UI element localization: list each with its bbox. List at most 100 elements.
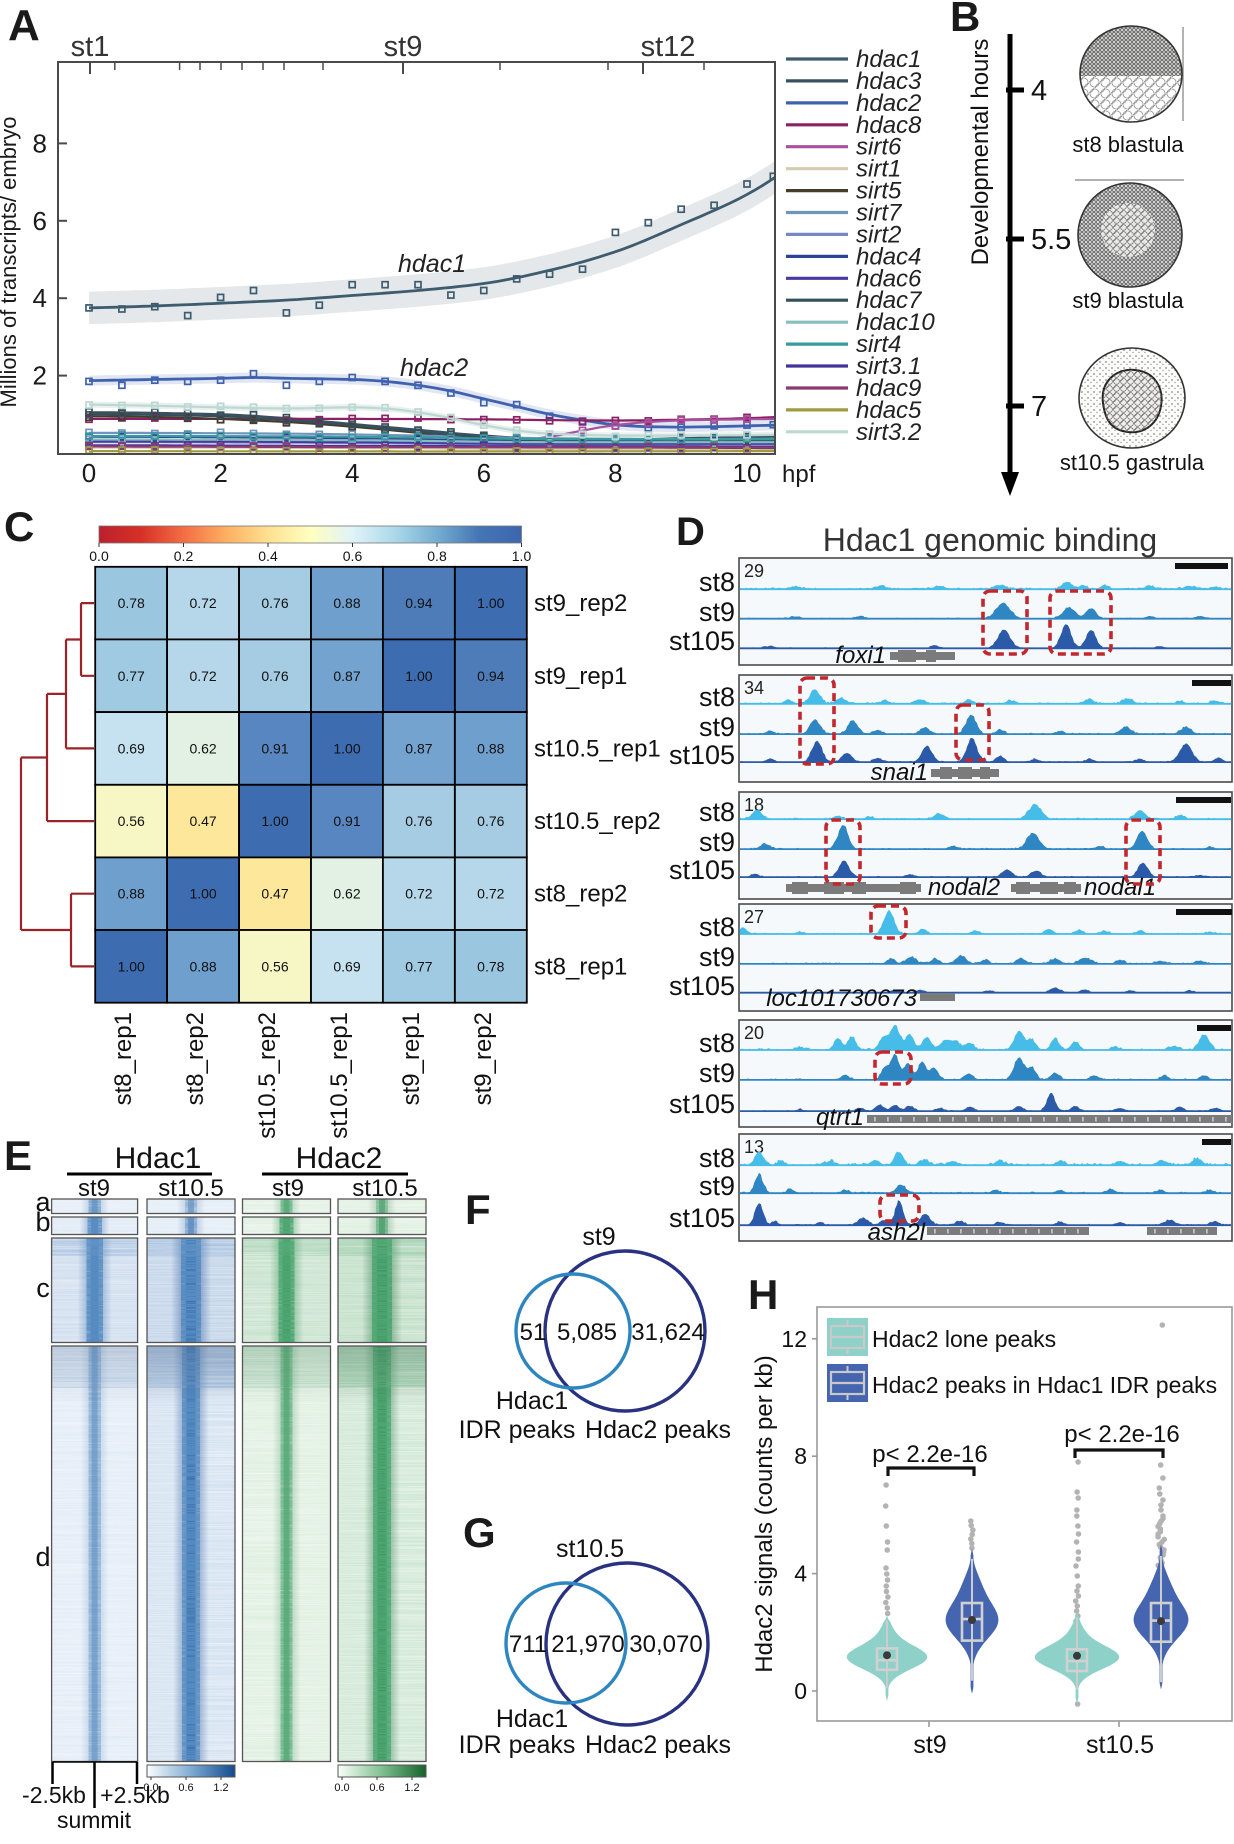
svg-text:Hdac2 peaks: Hdac2 peaks xyxy=(585,1731,731,1759)
svg-text:0.78: 0.78 xyxy=(118,595,145,611)
svg-text:st8: st8 xyxy=(699,1028,735,1058)
svg-text:Hdac1 genomic binding: Hdac1 genomic binding xyxy=(823,522,1157,558)
svg-text:1.00: 1.00 xyxy=(405,668,432,684)
svg-text:8: 8 xyxy=(33,128,47,158)
svg-text:34: 34 xyxy=(744,678,764,698)
svg-text:foxi1: foxi1 xyxy=(835,642,886,669)
svg-text:0.94: 0.94 xyxy=(477,668,504,684)
svg-text:2: 2 xyxy=(33,361,47,391)
svg-text:Hdac2 lone peaks: Hdac2 lone peaks xyxy=(872,1326,1056,1352)
svg-text:hdac5: hdac5 xyxy=(856,397,922,424)
svg-text:0.0: 0.0 xyxy=(143,1782,158,1794)
svg-text:Hdac1: Hdac1 xyxy=(496,1705,568,1733)
svg-text:0.4: 0.4 xyxy=(258,548,278,564)
svg-text:st8: st8 xyxy=(699,797,735,827)
svg-text:Hdac2: Hdac2 xyxy=(296,1142,383,1175)
svg-text:st8: st8 xyxy=(699,682,735,712)
svg-text:st8_rep2: st8_rep2 xyxy=(534,881,627,908)
svg-text:0: 0 xyxy=(794,1678,807,1704)
svg-text:Hdac2 signals (counts per kb): Hdac2 signals (counts per kb) xyxy=(751,1355,778,1672)
svg-text:Hdac2 peaks in Hdac1 IDR peaks: Hdac2 peaks in Hdac1 IDR peaks xyxy=(872,1372,1217,1398)
svg-text:4: 4 xyxy=(794,1561,807,1587)
svg-text:st105: st105 xyxy=(669,740,735,770)
svg-text:st9_rep1: st9_rep1 xyxy=(534,663,627,690)
svg-text:st8: st8 xyxy=(699,567,735,597)
svg-text:sirt1: sirt1 xyxy=(856,156,901,183)
svg-text:st9: st9 xyxy=(582,1223,615,1251)
svg-text:0.94: 0.94 xyxy=(405,595,432,611)
svg-text:sirt3.1: sirt3.1 xyxy=(856,353,921,380)
svg-text:d: d xyxy=(35,1542,50,1572)
svg-text:hdac4: hdac4 xyxy=(856,243,921,270)
svg-text:sirt4: sirt4 xyxy=(856,331,901,358)
svg-text:IDR peaks: IDR peaks xyxy=(459,1416,576,1444)
svg-text:hdac7: hdac7 xyxy=(856,287,923,314)
svg-text:0.77: 0.77 xyxy=(118,668,145,684)
svg-text:G: G xyxy=(463,1509,496,1556)
svg-text:hdac6: hdac6 xyxy=(856,265,922,292)
svg-text:st9: st9 xyxy=(699,1171,735,1201)
svg-text:0.72: 0.72 xyxy=(477,886,504,902)
svg-text:hdac9: hdac9 xyxy=(856,375,921,402)
svg-text:st105: st105 xyxy=(669,1089,735,1119)
svg-text:hdac8: hdac8 xyxy=(856,112,922,139)
svg-text:st10.5_rep2: st10.5_rep2 xyxy=(534,808,661,835)
svg-text:Hdac2 peaks: Hdac2 peaks xyxy=(585,1416,731,1444)
svg-text:hdac1: hdac1 xyxy=(856,46,921,73)
svg-text:0.76: 0.76 xyxy=(405,813,432,829)
svg-text:0.76: 0.76 xyxy=(477,813,504,829)
svg-text:0.62: 0.62 xyxy=(333,886,360,902)
svg-text:0.0: 0.0 xyxy=(89,548,109,564)
svg-text:12: 12 xyxy=(781,1326,807,1352)
svg-text:H: H xyxy=(748,1271,778,1318)
svg-text:0.76: 0.76 xyxy=(261,668,288,684)
svg-text:4: 4 xyxy=(345,458,359,488)
svg-text:st10.5: st10.5 xyxy=(158,1175,223,1202)
svg-text:st8_rep1: st8_rep1 xyxy=(534,953,627,980)
svg-text:1.2: 1.2 xyxy=(404,1782,419,1794)
svg-text:+2.5kb: +2.5kb xyxy=(100,1782,170,1808)
svg-text:1.00: 1.00 xyxy=(261,813,288,829)
svg-text:sirt3.2: sirt3.2 xyxy=(856,419,921,446)
svg-text:0.69: 0.69 xyxy=(118,740,145,756)
svg-text:-2.5kb: -2.5kb xyxy=(22,1782,86,1808)
svg-text:1.00: 1.00 xyxy=(118,958,145,974)
svg-text:0.88: 0.88 xyxy=(189,958,216,974)
svg-text:a: a xyxy=(35,1187,51,1217)
svg-text:0.88: 0.88 xyxy=(477,740,504,756)
svg-text:hdac10: hdac10 xyxy=(856,309,935,336)
svg-text:st9: st9 xyxy=(78,1175,110,1202)
svg-text:sirt7: sirt7 xyxy=(856,200,903,227)
svg-text:0.91: 0.91 xyxy=(261,740,288,756)
svg-text:st9: st9 xyxy=(699,712,735,742)
svg-text:hdac1: hdac1 xyxy=(398,250,466,278)
svg-text:sirt5: sirt5 xyxy=(856,178,902,205)
svg-text:20: 20 xyxy=(744,1023,764,1043)
svg-text:0.6: 0.6 xyxy=(343,548,363,564)
svg-text:0.6: 0.6 xyxy=(369,1782,384,1794)
svg-text:10: 10 xyxy=(733,458,762,488)
svg-text:0.88: 0.88 xyxy=(333,595,360,611)
svg-text:1.00: 1.00 xyxy=(189,886,216,902)
svg-text:st9: st9 xyxy=(272,1175,304,1202)
svg-text:st8_rep2: st8_rep2 xyxy=(182,1012,209,1105)
svg-text:4: 4 xyxy=(1031,75,1047,107)
svg-text:0.47: 0.47 xyxy=(189,813,216,829)
svg-text:st9: st9 xyxy=(699,597,735,627)
svg-text:0.87: 0.87 xyxy=(405,740,432,756)
svg-text:nodal1: nodal1 xyxy=(1084,874,1156,901)
svg-text:0.56: 0.56 xyxy=(118,813,145,829)
svg-text:qtrt1: qtrt1 xyxy=(816,1104,864,1131)
svg-text:31,624: 31,624 xyxy=(631,1319,704,1346)
svg-text:0.62: 0.62 xyxy=(189,740,216,756)
svg-text:summit: summit xyxy=(57,1807,132,1833)
svg-text:st9: st9 xyxy=(699,942,735,972)
svg-text:Hdac1: Hdac1 xyxy=(496,1387,568,1415)
svg-text:st105: st105 xyxy=(669,855,735,885)
svg-text:0.88: 0.88 xyxy=(118,886,145,902)
svg-text:p< 2.2e-16: p< 2.2e-16 xyxy=(872,1441,987,1468)
svg-text:5.5: 5.5 xyxy=(1031,224,1071,256)
svg-text:st105: st105 xyxy=(669,1203,735,1233)
svg-text:E: E xyxy=(4,1132,32,1179)
svg-text:0.0: 0.0 xyxy=(334,1782,349,1794)
